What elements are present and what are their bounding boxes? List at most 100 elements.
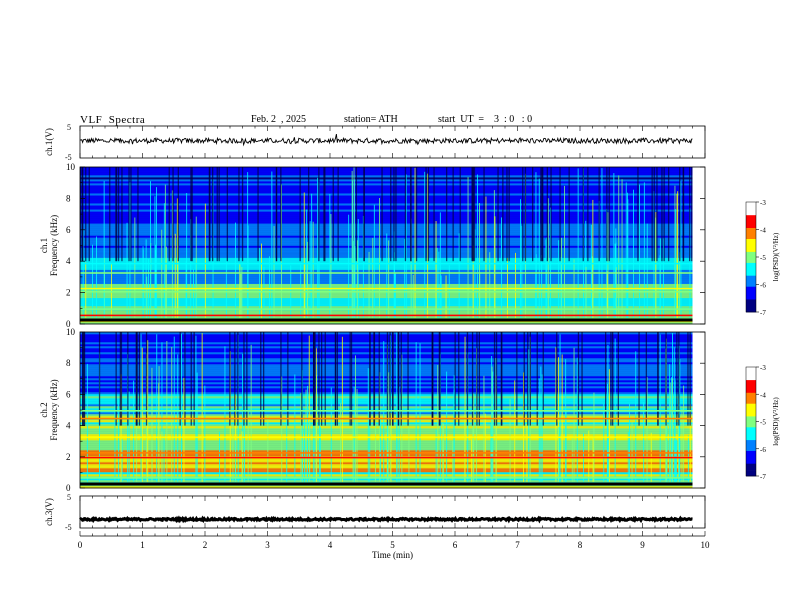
ch2-spectrogram-dark-column: [471, 332, 474, 426]
ch2-spectrogram-sferic: [540, 366, 542, 482]
ch1-spectrogram-band: [80, 275, 705, 278]
ch2-spectrogram-sferic: [419, 343, 421, 482]
ch1-spectrogram-band: [80, 211, 705, 214]
ch1-spectrogram-band: [80, 215, 705, 218]
ch2-spectrogram-band: [80, 432, 705, 435]
ch1-spectrogram-sferic: [348, 214, 350, 318]
ch1-spectrogram-dark-column: [483, 167, 485, 262]
ch1-spectrogram-dark-column: [404, 167, 407, 262]
ch3-waveform-ytick-top: 5: [67, 493, 71, 502]
ch2-spectrogram-sferic: [120, 374, 122, 482]
ch1-spectrogram-sferic: [458, 233, 460, 318]
ch1-spectrogram-colorbar-step: [746, 271, 756, 274]
ch1-spectrogram-sferic: [535, 273, 537, 318]
ch2-spectrogram-sferic: [156, 334, 158, 482]
ch1-spectrogram-sferic: [412, 275, 414, 318]
ch2-spectrogram-dark-column: [324, 332, 326, 426]
ch1-spectrogram-colorbar-step: [746, 299, 756, 302]
ch1-spectrogram-dark-column: [661, 167, 663, 262]
ch2-spectrogram-dark-column: [466, 332, 469, 426]
ch1-spectrogram-sferic: [436, 247, 438, 318]
ch2-spectrogram-band: [80, 470, 705, 473]
ch1-spectrogram-sferic: [541, 255, 543, 318]
ch1-spectrogram-band: [80, 239, 705, 242]
ch1-spectrogram-sferic: [163, 203, 165, 318]
ch1-spectrogram-band: [80, 213, 705, 216]
ch2-spectrogram-band: [80, 458, 705, 461]
ch1-spectrogram-dark-column: [323, 167, 325, 262]
ch1-spectrogram-sferic: [142, 246, 144, 318]
ch1-spectrogram-sferic: [440, 275, 442, 318]
ch1-spectrogram-dark-column: [606, 167, 608, 262]
ch1-spectrogram-sferic: [689, 207, 691, 318]
ch1-spectrogram-sferic: [607, 212, 609, 318]
ch1-spectrogram-colorbar-tick-label: -5: [760, 254, 766, 262]
ch1-spectrogram-dark-column: [337, 167, 339, 262]
ch1-spectrogram-band: [80, 243, 705, 246]
ch2-spectrogram-colorbar-step: [746, 377, 756, 381]
ch2-spectrogram-colorbar-step: [746, 387, 756, 390]
ch2-spectrogram-dark-column: [610, 332, 612, 426]
ch1-spectrogram-dark-column: [668, 167, 670, 262]
ch1-spectrogram-tone-line: [80, 287, 705, 290]
ch2-spectrogram-colorbar-step: [746, 457, 756, 460]
ch1-spectrogram-band: [80, 189, 705, 192]
ch2-spectrogram-ytick-label: 10: [66, 327, 76, 337]
ch2-spectrogram-sferic: [484, 413, 486, 482]
ch2-spectrogram-colorbar-step: [746, 443, 756, 446]
ch1-spectrogram-dc-line: [80, 318, 705, 322]
ch2-spectrogram-dark-column: [536, 332, 538, 426]
ch2-spectrogram-dark-column: [657, 332, 659, 426]
ch2-spectrogram-dark-column: [478, 332, 480, 426]
ch2-spectrogram-sferic: [571, 437, 573, 482]
ch1-spectrogram-colorbar-step: [746, 288, 756, 291]
ch1-spectrogram-sferic: [515, 252, 516, 318]
ch2-spectrogram-tone-line: [80, 456, 705, 459]
ch2-spectrogram-sferic: [608, 437, 610, 482]
ch2-spectrogram-dark-column: [439, 332, 441, 426]
ch2-spectrogram-colorbar-step: [746, 419, 756, 422]
ch2-spectrogram-sferic: [659, 334, 661, 482]
ch1-spectrogram-band: [80, 247, 705, 250]
ch2-spectrogram-dark-column: [665, 332, 667, 426]
ch1-spectrogram-band: [80, 225, 705, 228]
ch2-spectrogram-band: [80, 442, 705, 445]
ch2-spectrogram-colorbar-step: [746, 376, 756, 379]
ch1-spectrogram-sferic: [146, 276, 148, 318]
ch2-spectrogram-colorbar-step: [746, 430, 756, 433]
ch1-spectrogram-band: [80, 229, 705, 232]
ch1-spectrogram-band: [80, 315, 705, 319]
ch2-spectrogram-sferic: [308, 335, 310, 482]
ch1-spectrogram-sferic: [303, 192, 305, 318]
ch2-spectrogram-band: [80, 466, 705, 469]
ch2-spectrogram-sferic: [523, 372, 524, 482]
ch1-spectrogram: [79, 166, 759, 325]
ch1-spectrogram-dark-column: [257, 167, 259, 262]
ch1-waveform-ylabel: ch.1(V): [44, 128, 54, 156]
ch1-spectrogram-sferic: [312, 221, 314, 318]
ch2-spectrogram-sferic: [559, 334, 561, 482]
ch1-spectrogram-sferic: [269, 256, 270, 318]
ch2-spectrogram-ytick-label: 6: [66, 389, 71, 399]
ch2-spectrogram-sferic: [304, 416, 305, 482]
ch1-spectrogram-sferic: [240, 273, 242, 318]
ch2-spectrogram-colorbar-step: [746, 448, 756, 451]
ch1-spectrogram-colorbar-step: [746, 282, 756, 285]
ch1-spectrogram-sferic: [281, 184, 282, 318]
ch1-spectrogram-sferic: [111, 264, 112, 318]
ch2-spectrogram-colorbar-step: [746, 459, 756, 462]
ch2-spectrogram-colorbar-step: [746, 456, 756, 459]
ch1-spectrogram-colorbar-step: [746, 269, 756, 272]
ch1-spectrogram-sferic: [96, 236, 97, 318]
ch2-spectrogram-band: [80, 460, 705, 463]
ch1-spectrogram-sferic: [618, 175, 620, 318]
ch1-spectrogram-dark-column: [280, 167, 282, 262]
ch2-spectrogram-dark-column: [280, 332, 282, 426]
ch2-spectrogram-band: [80, 444, 705, 447]
ch2-spectrogram-colorbar-step: [746, 450, 756, 453]
ch1-spectrogram-colorbar-step: [746, 302, 756, 305]
ch2-spectrogram-sferic: [592, 437, 594, 482]
ch2-spectrogram-dark-column: [98, 332, 101, 426]
ch2-spectrogram-band: [80, 430, 705, 433]
ch2-spectrogram-sferic: [140, 334, 142, 482]
